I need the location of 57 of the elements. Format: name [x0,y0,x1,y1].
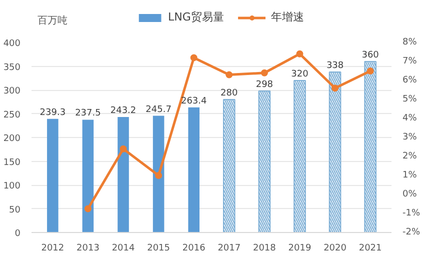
y-tick-label: 300 [3,86,21,96]
data-label: 360 [362,50,380,60]
y-tick-label: 400 [3,39,21,49]
x-tick-label: 2016 [182,244,206,254]
point [296,50,304,58]
point [155,172,162,179]
y2-tick-label: 0% [402,190,418,200]
x-tick-label: 2014 [112,244,135,254]
y2-tick-label: 5% [402,94,418,104]
data-label: 237.5 [75,108,101,119]
bar [152,116,164,232]
bar [188,107,200,232]
data-label: 245.7 [146,104,172,115]
y2-tick-label: 2% [402,152,418,162]
x-tick-label: 2018 [252,244,276,254]
data-label: 280 [220,88,238,98]
data-label: 243.2 [110,106,136,116]
x-tick-label: 2012 [41,244,64,254]
y2-tick-label: -1% [402,208,420,218]
y2-tick-label: 4% [402,114,418,124]
data-label: 338 [326,60,344,71]
y2-tick-label: 1% [402,170,418,180]
point [260,69,268,76]
bar [118,116,129,232]
data-label: 263.4 [180,96,208,106]
y-tick-label: 150 [3,158,21,168]
y2-tick-label: 3% [402,132,418,142]
bar [47,118,58,232]
y-tick-label: 250 [3,110,21,120]
point [332,84,339,92]
data-label: 239.3 [40,108,66,118]
x-tick-label: 2013 [76,244,100,254]
legend-label: LNG贸易量 [168,10,224,24]
point [190,54,198,62]
point [366,68,374,74]
point [120,145,127,152]
x-tick-label: 2017 [218,244,241,254]
data-label: 298 [256,80,274,90]
data-label: 320 [291,70,309,80]
bar [82,120,94,232]
point [84,205,92,212]
x-tick-label: 2019 [288,244,312,254]
y-axis-title: 百万吨 [38,14,68,26]
y2-tick-label: 8% [402,38,418,48]
y-tick-label: 0 [14,229,21,239]
y-tick-label: 350 [3,62,21,73]
point [226,71,233,78]
y2-tick-label: 7% [402,56,418,66]
y2-tick-label: -2% [402,228,420,238]
x-tick-label: 2020 [324,244,347,254]
y-tick-label: 100 [3,182,21,192]
legend-label: 年增速 [270,10,304,24]
x-tick-label: 2021 [358,244,382,254]
x-tick-label: 2015 [147,244,170,254]
y-tick-label: 50 [9,205,21,216]
y-tick-label: 200 [3,134,21,144]
y2-tick-label: 6% [402,76,418,86]
